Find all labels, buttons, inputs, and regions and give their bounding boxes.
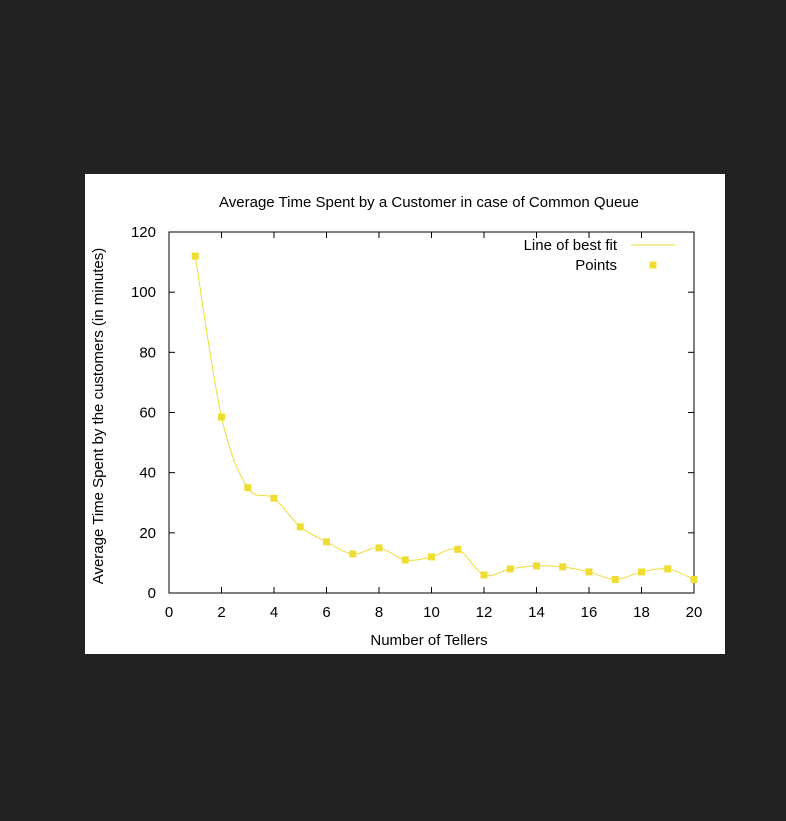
- data-point: [585, 568, 593, 576]
- legend-label: Line of best fit: [524, 237, 618, 254]
- legend-label: Points: [575, 257, 617, 274]
- x-tick-label: 6: [322, 604, 330, 621]
- legend: Line of best fit Points: [524, 237, 675, 274]
- x-tick-label: 14: [528, 604, 545, 621]
- chart-card: Average Time Spent by a Customer in case…: [85, 174, 725, 654]
- chart: Average Time Spent by a Customer in case…: [90, 194, 702, 649]
- data-point: [506, 565, 514, 573]
- data-point: [323, 538, 330, 546]
- series-layer: [191, 252, 698, 583]
- legend-marker-swatch: [649, 261, 657, 269]
- data-point: [480, 571, 488, 579]
- data-point: [349, 550, 357, 558]
- data-point: [244, 484, 252, 492]
- data-point: [191, 252, 199, 260]
- data-point: [611, 575, 619, 583]
- x-tick-label: 16: [581, 604, 598, 621]
- data-point: [638, 568, 645, 576]
- data-point: [690, 575, 698, 583]
- y-tick-label: 80: [139, 344, 156, 361]
- x-tick-label: 0: [165, 604, 173, 621]
- x-tick-label: 8: [375, 604, 383, 621]
- x-tick-label: 10: [423, 604, 440, 621]
- y-tick-label: 60: [139, 405, 156, 422]
- y-tick-label: 20: [139, 525, 156, 542]
- x-tick-label: 12: [476, 604, 493, 621]
- data-point: [296, 523, 304, 531]
- y-tick-label: 120: [131, 224, 156, 241]
- data-point: [533, 562, 540, 570]
- y-tick-label: 0: [148, 585, 156, 602]
- chart-title: Average Time Spent by a Customer in case…: [219, 194, 639, 211]
- data-point: [270, 494, 278, 502]
- x-tick-label: 4: [270, 604, 278, 621]
- y-axis-label: Average Time Spent by the customers (in …: [90, 248, 107, 585]
- x-tick-label: 18: [633, 604, 650, 621]
- y-tick-label: 100: [131, 284, 156, 301]
- x-tick-label: 20: [686, 604, 703, 621]
- x-tick-label: 2: [217, 604, 225, 621]
- data-point: [454, 545, 462, 553]
- plot-frame: [168, 231, 695, 594]
- data-point: [559, 563, 567, 571]
- data-point: [401, 556, 409, 564]
- axes: 0 2 4 6 8 10 12 14 16 18 20 0 20 40 60 80 100 120: [131, 224, 702, 621]
- best-fit-line: [194, 255, 695, 580]
- y-tick-label: 40: [139, 465, 156, 482]
- data-point: [375, 544, 383, 552]
- data-point: [664, 565, 672, 573]
- data-point: [428, 553, 435, 561]
- data-point: [218, 413, 225, 421]
- x-axis-label: Number of Tellers: [370, 632, 487, 649]
